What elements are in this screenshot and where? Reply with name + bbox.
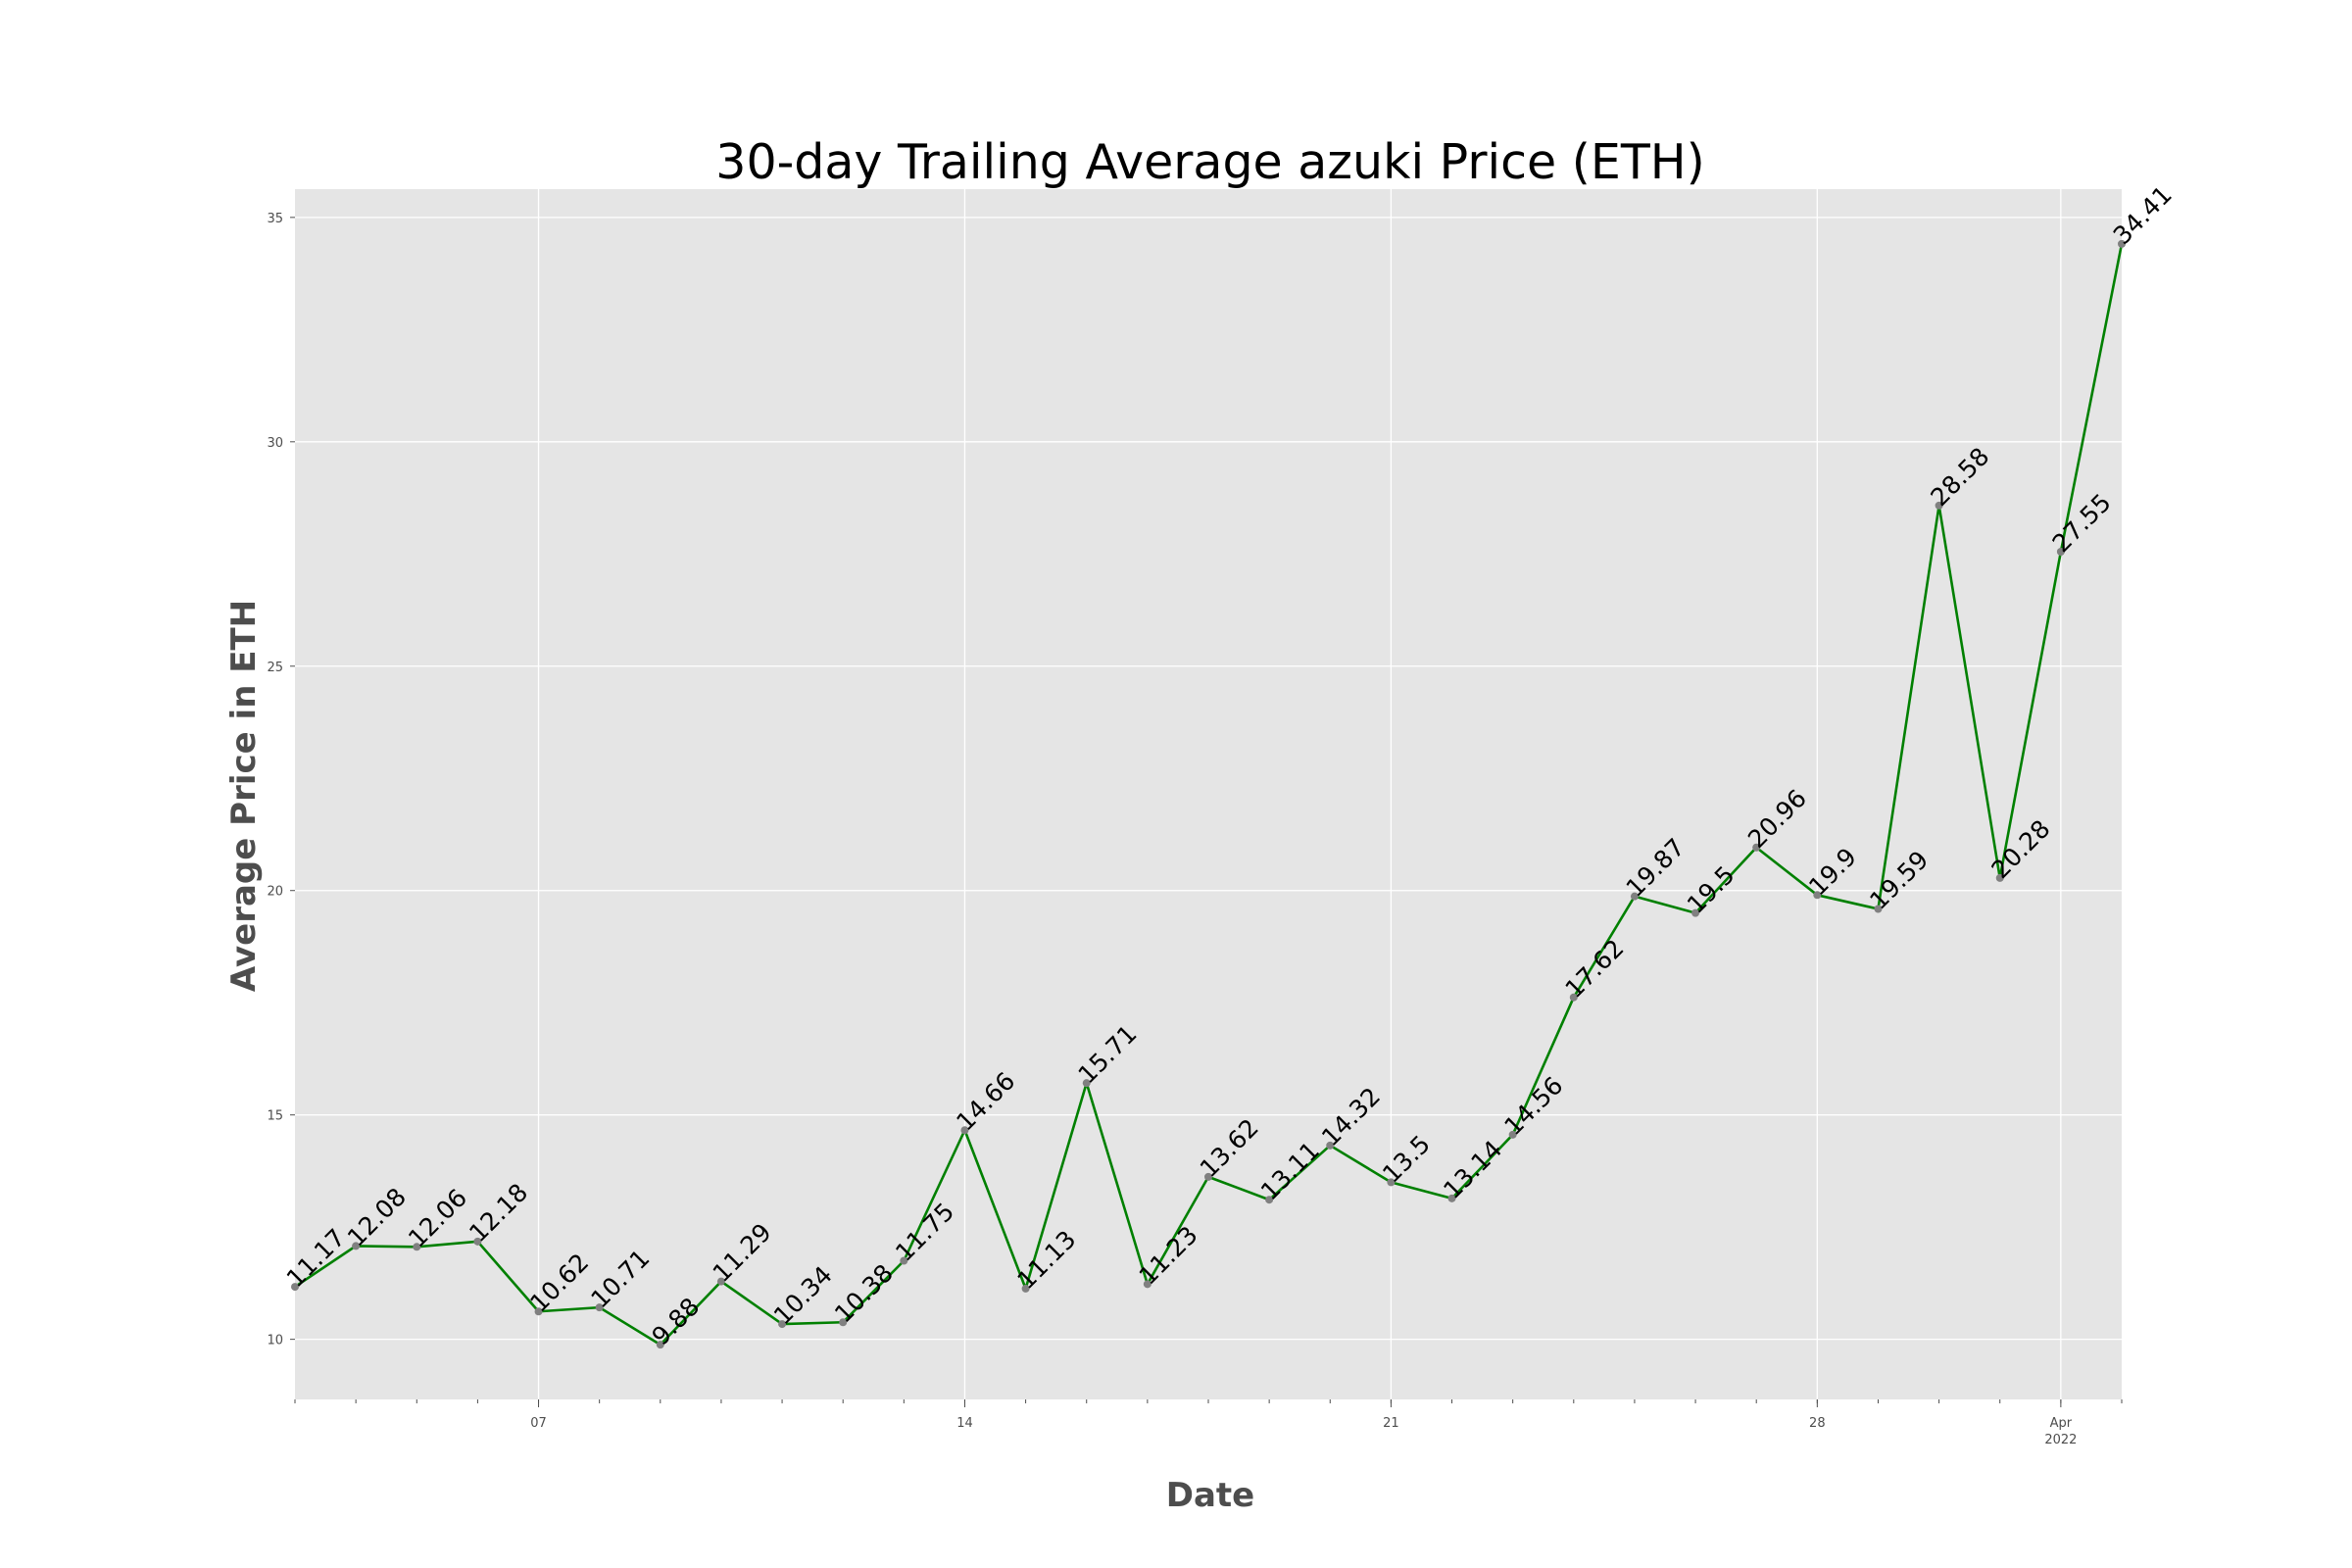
y-axis-label: Average Price in ETH <box>224 600 264 992</box>
x-tick-label: Apr <box>2050 1416 2073 1431</box>
x-tick-label: 14 <box>956 1416 973 1431</box>
data-point <box>1630 892 1639 901</box>
data-point <box>595 1303 604 1312</box>
data-point <box>1143 1280 1152 1289</box>
data-point <box>1691 908 1700 917</box>
y-tick-label: 35 <box>267 212 283 226</box>
data-point <box>473 1237 482 1246</box>
data-point <box>900 1256 908 1265</box>
x-axis-label: Date <box>1166 1476 1254 1515</box>
data-point <box>656 1341 664 1349</box>
data-point <box>1813 891 1822 900</box>
data-point <box>716 1277 725 1286</box>
y-tick-label: 10 <box>267 1334 283 1348</box>
data-point <box>1387 1178 1396 1187</box>
grid-lines <box>295 189 2122 1399</box>
data-point <box>1874 905 1883 913</box>
data-point <box>413 1243 421 1251</box>
data-point <box>1508 1130 1517 1139</box>
x-tick-label: 21 <box>1383 1416 1399 1431</box>
y-tick-label: 20 <box>267 885 283 900</box>
data-point <box>1021 1284 1030 1293</box>
data-point <box>1995 873 2004 882</box>
y-tick-label: 25 <box>267 661 283 675</box>
data-point <box>1447 1194 1456 1202</box>
data-point <box>1265 1196 1274 1204</box>
y-tick-label: 15 <box>267 1109 283 1124</box>
data-point <box>1326 1141 1335 1150</box>
x-tick-sublabel: 2022 <box>2044 1433 2077 1447</box>
data-series <box>291 239 2126 1349</box>
data-point <box>352 1242 361 1250</box>
data-point <box>1082 1079 1091 1088</box>
data-point <box>1935 501 1943 510</box>
chart-title: 30-day Trailing Average azuki Price (ETH… <box>715 134 1704 190</box>
data-point <box>291 1283 299 1292</box>
x-tick-label: 07 <box>530 1416 547 1431</box>
y-tick-label: 30 <box>267 436 283 451</box>
data-point <box>778 1320 787 1329</box>
plot-background <box>295 189 2122 1399</box>
data-point <box>960 1126 969 1135</box>
data-point <box>2118 239 2126 248</box>
data-point <box>1204 1172 1212 1181</box>
axis-ticks: 10 15 20 25 30 35 07 14 21 28 Apr 2022 <box>267 212 2123 1447</box>
data-point <box>1569 993 1578 1002</box>
data-point <box>2056 547 2065 556</box>
x-tick-label: 28 <box>1809 1416 1826 1431</box>
data-point <box>534 1307 543 1316</box>
data-point <box>839 1318 848 1327</box>
data-point <box>1752 843 1761 852</box>
